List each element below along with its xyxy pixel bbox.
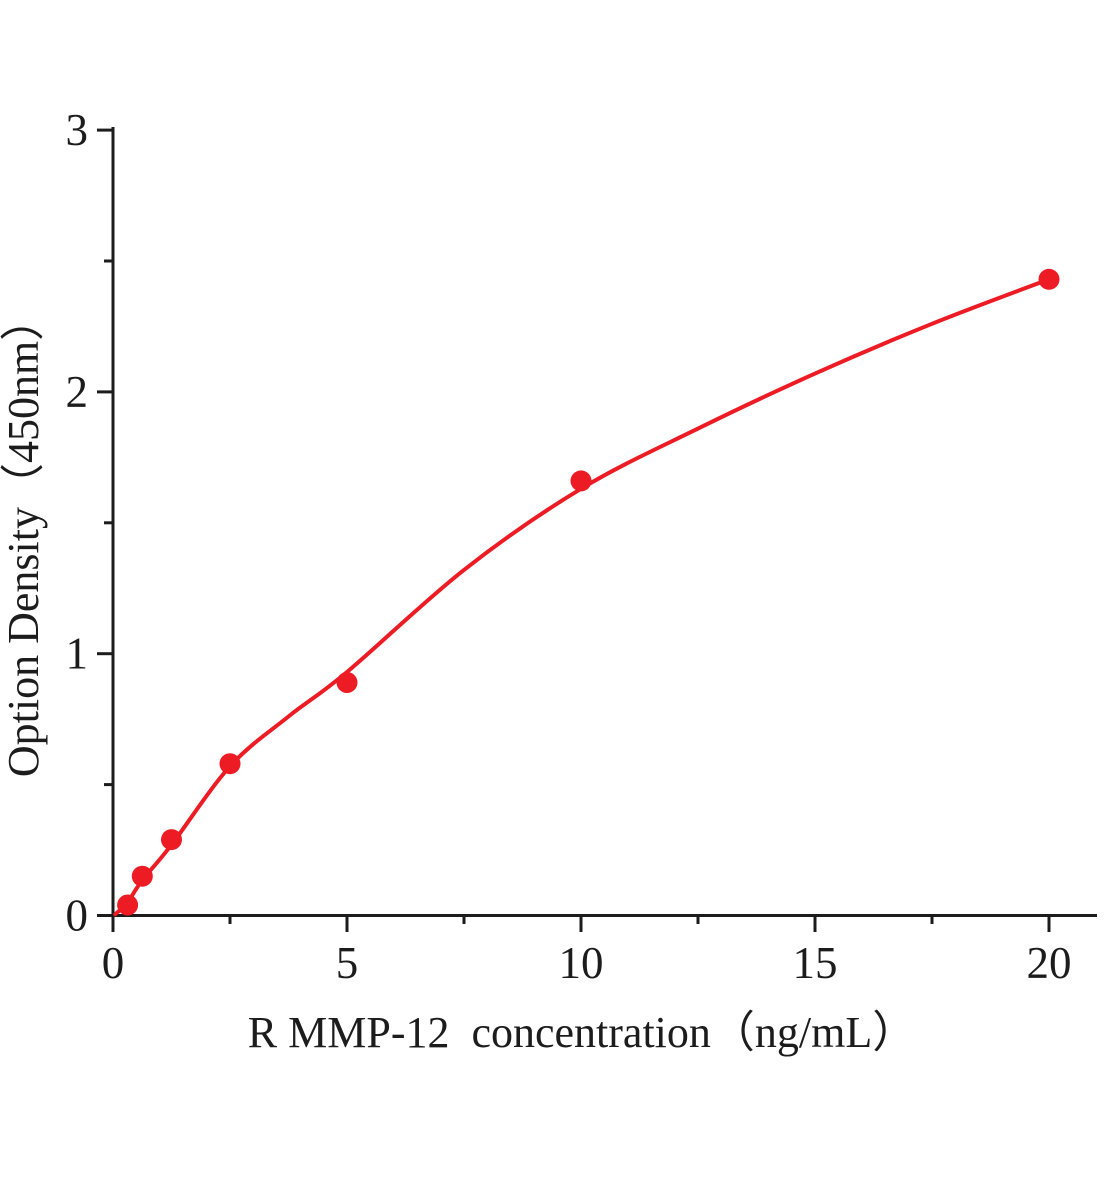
- x-tick-label: 10: [559, 938, 604, 988]
- x-axis-title: R MMP-12 concentration（ng/mL）: [248, 1008, 917, 1057]
- x-tick-label: 15: [793, 938, 838, 988]
- x-tick-label: 0: [102, 938, 125, 988]
- y-tick-label: 3: [66, 105, 89, 155]
- x-tick-label: 5: [336, 938, 359, 988]
- data-point: [219, 753, 241, 775]
- axis-tick-labels: 0 5 10 15 20 0 1 2 3: [66, 105, 1072, 988]
- data-point: [131, 865, 153, 887]
- data-point: [1038, 268, 1060, 290]
- data-points: [117, 268, 1060, 916]
- y-tick-label: 1: [66, 629, 89, 679]
- y-tick-label: 0: [66, 891, 89, 941]
- y-axis-title: Option Density（450nm）: [0, 297, 48, 777]
- data-point: [161, 829, 182, 851]
- fit-curve: [113, 277, 1051, 917]
- data-point: [336, 672, 358, 693]
- y-tick-label: 2: [66, 367, 89, 417]
- data-point: [117, 894, 139, 916]
- axes: [111, 127, 1097, 917]
- axis-ticks: [97, 128, 1051, 932]
- x-tick-label: 20: [1027, 938, 1072, 988]
- data-point: [570, 470, 592, 492]
